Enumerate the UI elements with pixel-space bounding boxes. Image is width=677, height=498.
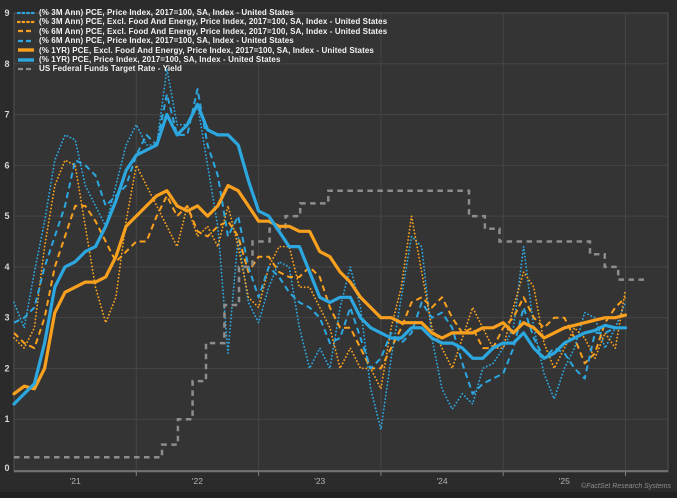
x-axis-year-label: '21 [70, 476, 81, 486]
pce-6m-swatch-icon [18, 39, 34, 42]
legend-item-label: (% 1YR) PCE, Excl. Food And Energy, Pric… [39, 45, 374, 55]
legend-item-core-1yr[interactable]: (% 1YR) PCE, Excl. Food And Energy, Pric… [17, 46, 387, 55]
bottom-bar [0, 492, 677, 498]
factset-credit: ©FactSet Research Systems [581, 483, 671, 490]
legend-item-pce-3m[interactable]: (% 3M Ann) PCE, Price Index, 2017=100, S… [17, 8, 387, 17]
pce-1yr-swatch-icon [18, 57, 34, 62]
x-axis-year-label: '22 [192, 476, 203, 486]
series-pce-3m [13, 67, 627, 431]
y-axis-tick-label: 0 [4, 463, 9, 473]
legend-item-label: US Federal Funds Target Rate - Yield [39, 64, 183, 74]
y-axis-tick-label: 1 [4, 414, 9, 424]
series-core-3m [13, 159, 627, 390]
series-pce-6m [13, 88, 626, 395]
series-core-6m [13, 194, 627, 370]
legend-item-label: (% 6M Ann) PCE, Excl. Food And Energy, P… [39, 26, 388, 36]
legend-item-label: (% 6M Ann) PCE, Price Index, 2017=100, S… [39, 36, 294, 46]
series-pce-1yr [12, 102, 628, 406]
y-axis-tick-label: 7 [4, 110, 9, 120]
core-6m-swatch-icon [18, 30, 34, 33]
legend-item-label: (% 3M Ann) PCE, Excl. Food And Energy, P… [39, 17, 388, 27]
legend-item-pce-6m[interactable]: (% 6M Ann) PCE, Price Index, 2017=100, S… [17, 36, 387, 45]
x-axis-year-label: '23 [314, 476, 325, 486]
core-3m-swatch-icon [17, 20, 35, 24]
series-core-1yr [12, 184, 628, 396]
y-axis-tick-label: 8 [4, 59, 9, 69]
chart-legend: (% 3M Ann) PCE, Price Index, 2017=100, S… [17, 8, 387, 74]
fed-funds-swatch-icon [18, 67, 34, 71]
x-axis-year-label: '24 [437, 476, 448, 486]
legend-item-pce-1yr[interactable]: (% 1YR) PCE, Price Index, 2017=100, SA, … [17, 55, 387, 64]
legend-item-label: (% 1YR) PCE, Price Index, 2017=100, SA, … [39, 54, 281, 64]
y-axis-tick-label: 4 [4, 262, 9, 272]
legend-item-core-3m[interactable]: (% 3M Ann) PCE, Excl. Food And Energy, P… [17, 17, 387, 26]
core-1yr-swatch-icon [18, 48, 34, 52]
plot-border [13, 12, 669, 473]
y-axis-tick-label: 5 [4, 211, 9, 221]
x-axis-year-label: '25 [559, 476, 570, 486]
y-axis-tick-label: 3 [4, 313, 9, 323]
y-axis-tick-label: 2 [4, 363, 9, 373]
pce-3m-swatch-icon [17, 11, 35, 14]
legend-item-label: (% 3M Ann) PCE, Price Index, 2017=100, S… [39, 8, 294, 17]
y-axis-tick-label: 6 [4, 160, 9, 170]
legend-item-fed-funds[interactable]: US Federal Funds Target Rate - Yield [17, 64, 387, 73]
y-axis-tick-label: 9 [4, 8, 9, 18]
legend-item-core-6m[interactable]: (% 6M Ann) PCE, Excl. Food And Energy, P… [17, 27, 387, 36]
